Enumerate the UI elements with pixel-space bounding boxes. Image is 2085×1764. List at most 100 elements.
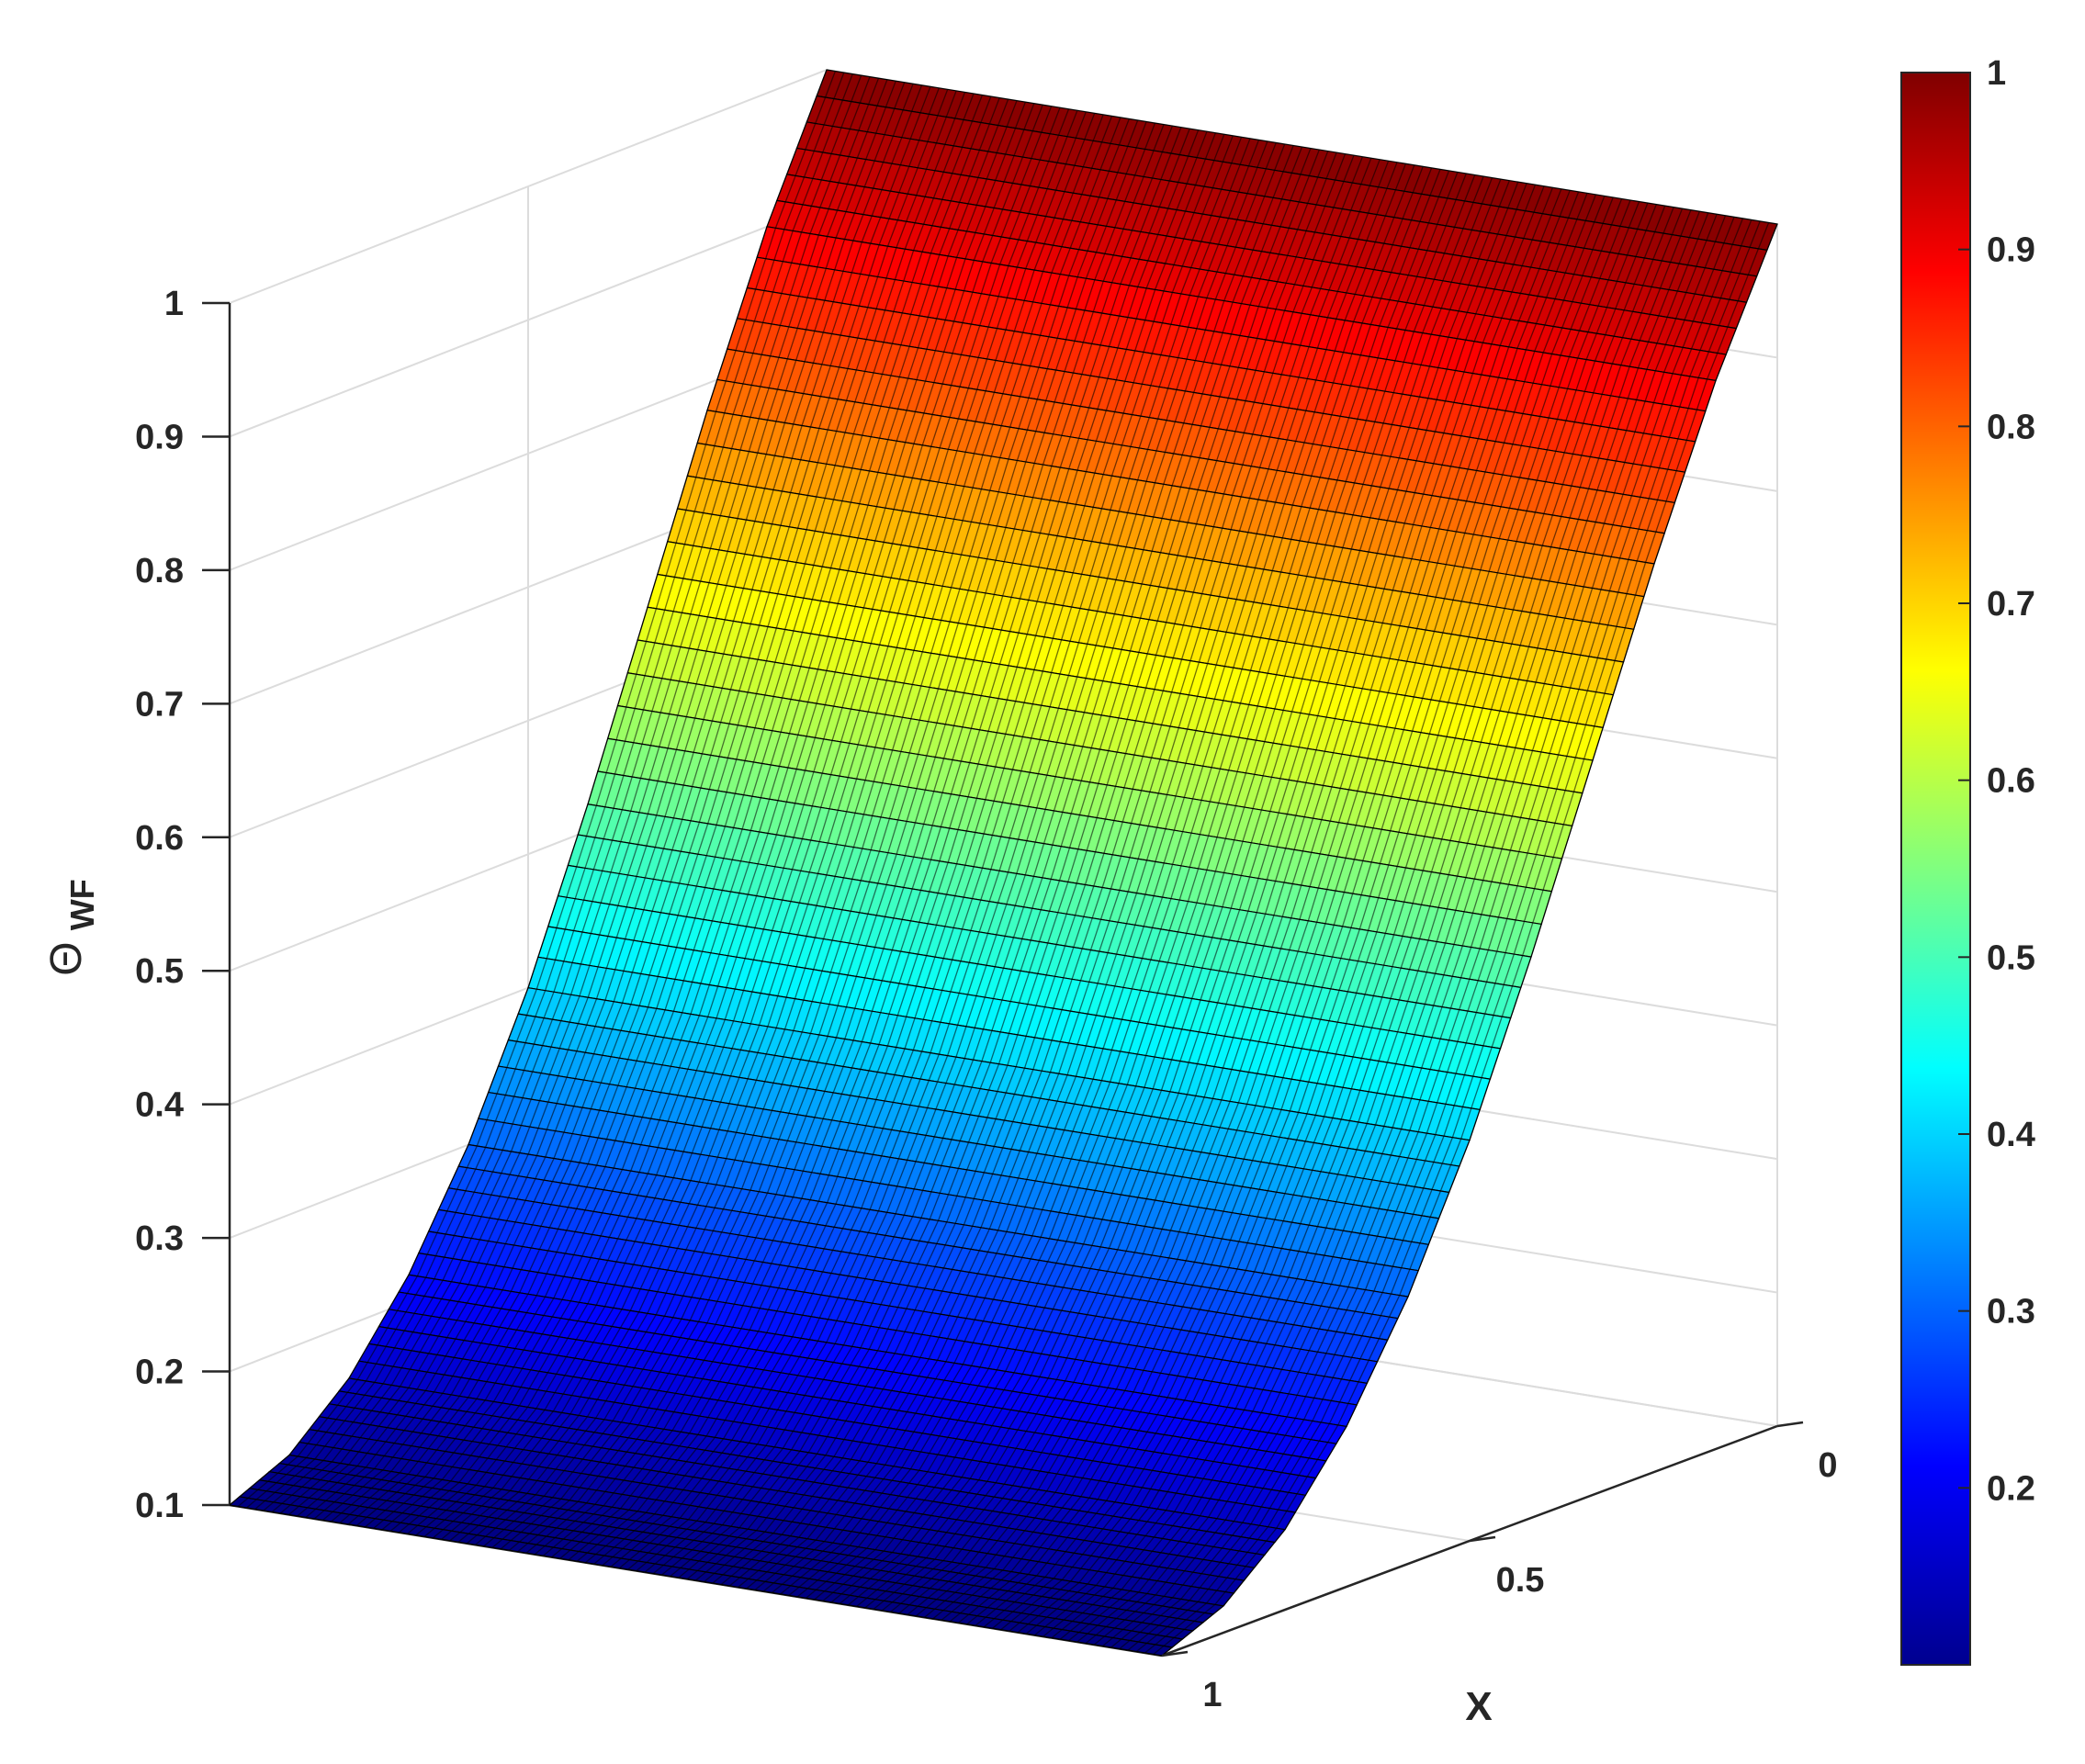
z-tick-label: 0.5: [135, 952, 184, 991]
surface-mesh-line: [856, 173, 1467, 1607]
surface-mesh-line: [1000, 197, 1614, 1631]
surface-mesh-line: [1085, 211, 1700, 1645]
surface-mesh-line: [796, 163, 1407, 1598]
surface-mesh-line: [1127, 218, 1744, 1651]
surface-mesh-line: [728, 152, 1337, 1587]
surface-mesh-line: [762, 157, 1372, 1592]
z-tick-label: 0.4: [135, 1086, 184, 1125]
colorbar-tick-label: 1: [1987, 54, 2006, 93]
colorbar-tick-label: 0.2: [1987, 1469, 2035, 1508]
surface-mesh-line: [915, 183, 1527, 1617]
surface-mesh-line: [1051, 205, 1666, 1639]
surface-mesh-line: [610, 132, 1217, 1567]
colorbar-tick-label: 0.3: [1987, 1293, 2035, 1331]
surface-mesh-line: [678, 143, 1286, 1579]
surface-mesh-line: [475, 110, 1078, 1545]
surface-mesh-line: [399, 97, 1000, 1534]
surface-mesh-line: [958, 190, 1571, 1624]
surface-mesh-line: [322, 84, 923, 1521]
surface-mesh-line: [559, 124, 1165, 1559]
colorbar-tick-label: 0.4: [1987, 1116, 2035, 1154]
surface-mesh-line: [433, 103, 1035, 1539]
z-tick-label: 0.1: [135, 1487, 184, 1525]
surface-mesh-line: [941, 187, 1554, 1621]
surface-mesh-line: [898, 180, 1510, 1614]
surface-mesh-line: [542, 121, 1147, 1556]
colorbar-ticks: 0.2 0.3 0.4 0.5 0.6 0.7 0.8 0.9 1: [1958, 54, 2035, 1508]
surface-mesh-line: [704, 148, 1312, 1583]
colorbar-tick-label: 0.7: [1987, 585, 2035, 624]
surface-mesh-line: [365, 92, 966, 1528]
z-axis-label: Θ WF: [42, 879, 101, 976]
surface-mesh-line: [661, 140, 1268, 1576]
z-tick-label: 0.3: [135, 1219, 184, 1258]
z-axis-label-main: Θ: [42, 941, 91, 975]
surface-mesh-line: [1119, 217, 1735, 1650]
surface-mesh-line: [534, 119, 1139, 1556]
surface-mesh-line: [882, 177, 1493, 1612]
x-tick-label: 1: [1202, 1676, 1222, 1714]
z-axis-label-subscript: WF: [63, 879, 101, 930]
y-axis-label: X: [1465, 1684, 1492, 1729]
surface-mesh-line: [907, 181, 1519, 1615]
surface-mesh-line: [780, 161, 1390, 1595]
z-tick-label: 0.2: [135, 1354, 184, 1392]
surface-mesh-line: [652, 140, 1260, 1575]
surface-mesh-line: [288, 79, 888, 1515]
surface-mesh-line: [449, 106, 1053, 1542]
surface-mesh-line: [1093, 212, 1709, 1646]
surface-mesh-line: [695, 146, 1303, 1581]
surface-mesh-line: [1059, 207, 1674, 1640]
colorbar-tick-label: 0.8: [1987, 408, 2035, 446]
z-tick-label: 1: [164, 285, 184, 323]
colorbar-tick-label: 0.6: [1987, 762, 2035, 801]
surface-mesh: [228, 69, 1778, 1657]
x-tick-label: 0.5: [1496, 1561, 1545, 1600]
surface-mesh-line: [983, 194, 1597, 1628]
colorbar-gradient: [1900, 72, 1971, 1666]
surface-mesh-line: [279, 77, 880, 1514]
surface-mesh-line: [975, 193, 1588, 1626]
surface-mesh-line: [1034, 202, 1649, 1636]
x-tick-mark: [1469, 1535, 1496, 1543]
surface-mesh-line: [966, 191, 1580, 1625]
surface-mesh-line: [407, 98, 1009, 1534]
surface-mesh-line: [263, 74, 862, 1511]
colorbar-tick-label: 0.9: [1987, 231, 2035, 270]
surface-mesh-line: [864, 174, 1476, 1609]
surface-mesh-line: [331, 86, 931, 1522]
surface-mesh-line: [814, 166, 1424, 1601]
surface-mesh-line: [568, 125, 1174, 1561]
surface-mesh-line: [720, 151, 1329, 1586]
surface-mesh-line: [593, 129, 1200, 1565]
surface-mesh-line: [423, 101, 1027, 1537]
surface-mesh-line: [1153, 222, 1770, 1656]
surface-mesh-line: [355, 90, 957, 1526]
surface-mesh-line: [712, 149, 1320, 1584]
surface-mesh-line: [551, 122, 1156, 1558]
surface-mesh-line: [525, 118, 1130, 1554]
surface-mesh-line: [839, 170, 1450, 1604]
x-tick-mark: [1776, 1421, 1804, 1428]
surface-mesh-line: [644, 138, 1251, 1573]
x-tick-mark: [1161, 1650, 1189, 1657]
surface-mesh-line: [585, 128, 1190, 1564]
z-tick-label: 0.6: [135, 819, 184, 858]
x-tick-label: 0: [1818, 1446, 1837, 1485]
surface-mesh-line: [229, 69, 828, 1506]
surface-mesh-line: [389, 96, 992, 1532]
surface-mesh-line: [339, 87, 940, 1523]
tick-labels: 0.1 0.2 0.3 0.4 0.5 0.6 0.7 0.8 0.9 1 0 0.5 1: [135, 285, 1837, 1714]
surface-mesh-line: [373, 93, 975, 1529]
surface-mesh-line: [1017, 199, 1631, 1634]
surface-mesh-line: [305, 82, 906, 1518]
colorbar: 0.2 0.3 0.4 0.5 0.6 0.7 0.8 0.9 1: [1900, 54, 2035, 1666]
surface-mesh-line: [1101, 214, 1718, 1647]
surface-mesh-line: [1068, 208, 1684, 1642]
surface-mesh-line: [772, 159, 1381, 1593]
z-tick-label: 0.8: [135, 552, 184, 590]
surface-mesh-line: [822, 167, 1433, 1601]
surface-mesh-line: [636, 137, 1243, 1572]
surface-mesh-line: [1110, 215, 1727, 1648]
